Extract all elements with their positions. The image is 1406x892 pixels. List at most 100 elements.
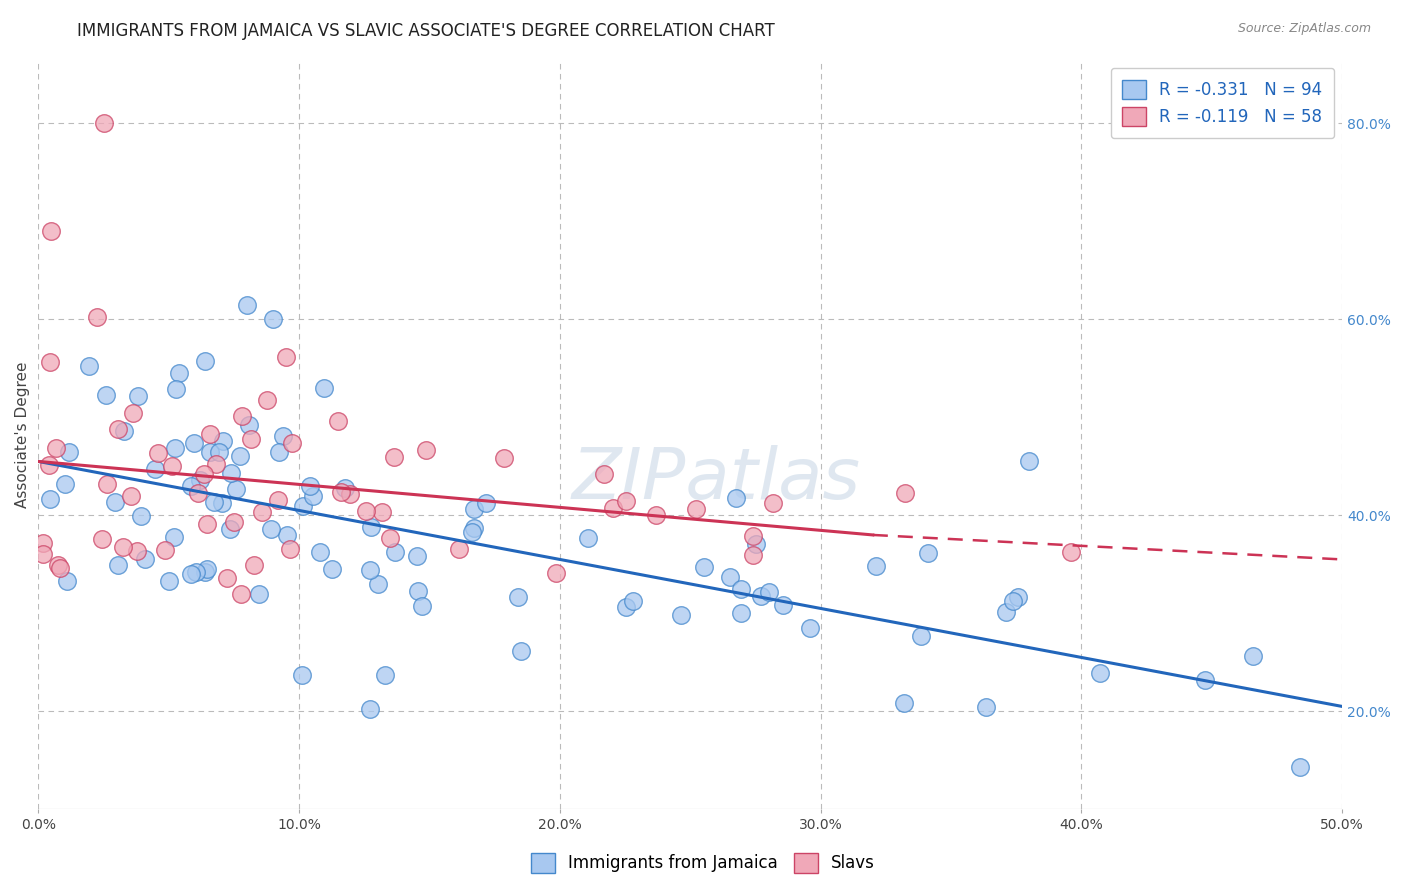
Point <box>77 359 100 373</box>
Point <box>53 477 76 491</box>
Point <box>32 548 55 562</box>
Point <box>231 409 253 423</box>
Point <box>46 558 69 572</box>
Point <box>865 558 887 573</box>
Point <box>39 491 62 506</box>
Point <box>447 542 470 557</box>
Point <box>384 545 406 559</box>
Point <box>463 521 485 535</box>
Point <box>238 417 260 432</box>
Point <box>621 594 644 608</box>
Point <box>359 563 381 577</box>
Point <box>576 532 599 546</box>
Point <box>382 450 405 464</box>
Point <box>32 536 55 550</box>
Point <box>193 467 215 481</box>
Point <box>893 696 915 710</box>
Point <box>298 479 321 493</box>
Point <box>129 508 152 523</box>
Point <box>281 436 304 450</box>
Point <box>208 445 231 459</box>
Point <box>165 382 187 396</box>
Point <box>273 429 295 443</box>
Point <box>157 574 180 589</box>
Point <box>1194 673 1216 687</box>
Point <box>120 490 142 504</box>
Point <box>200 445 222 459</box>
Point <box>194 354 217 368</box>
Point <box>312 381 335 395</box>
Point <box>544 566 567 580</box>
Point <box>239 433 262 447</box>
Point <box>494 450 516 465</box>
Point <box>339 487 361 501</box>
Point <box>231 587 253 601</box>
Point <box>162 531 184 545</box>
Point <box>194 565 217 579</box>
Point <box>45 442 67 456</box>
Point <box>1060 545 1083 559</box>
Point <box>195 516 218 531</box>
Point <box>509 644 531 658</box>
Point <box>49 561 72 575</box>
Point <box>180 566 202 581</box>
Point <box>593 467 616 482</box>
Point <box>134 552 156 566</box>
Point <box>602 501 624 516</box>
Point <box>256 392 278 407</box>
Point <box>274 351 297 365</box>
Point <box>165 442 187 456</box>
Point <box>724 491 747 506</box>
Point <box>1289 760 1312 774</box>
Point <box>360 520 382 534</box>
Point <box>39 354 62 368</box>
Text: IMMIGRANTS FROM JAMAICA VS SLAVIC ASSOCIATE'S DEGREE CORRELATION CHART: IMMIGRANTS FROM JAMAICA VS SLAVIC ASSOCI… <box>77 22 775 40</box>
Point <box>461 524 484 539</box>
Point <box>58 445 80 459</box>
Point <box>96 388 118 402</box>
Point <box>183 436 205 450</box>
Point <box>475 496 498 510</box>
Point <box>749 589 772 603</box>
Point <box>730 582 752 596</box>
Point <box>219 467 242 481</box>
Point <box>374 668 396 682</box>
Point <box>260 522 283 536</box>
Point <box>217 571 239 585</box>
Point <box>1007 591 1029 605</box>
Point <box>994 606 1017 620</box>
Legend: R = -0.331   N = 94, R = -0.119   N = 58: R = -0.331 N = 94, R = -0.119 N = 58 <box>1111 68 1334 138</box>
Point <box>1241 649 1264 664</box>
Point <box>614 599 637 614</box>
Point <box>745 537 768 551</box>
Point <box>772 599 794 613</box>
Point <box>96 477 118 491</box>
Point <box>188 474 211 488</box>
Point <box>910 629 932 643</box>
Point <box>685 501 707 516</box>
Point <box>112 540 135 554</box>
Point <box>718 569 741 583</box>
Point <box>262 312 284 326</box>
Point <box>645 508 668 523</box>
Point <box>742 529 765 543</box>
Point <box>146 446 169 460</box>
Point <box>93 116 115 130</box>
Point <box>122 406 145 420</box>
Point <box>692 560 714 574</box>
Y-axis label: Associate's Degree: Associate's Degree <box>15 361 30 508</box>
Point <box>143 462 166 476</box>
Point <box>222 515 245 529</box>
Point <box>91 532 114 546</box>
Point <box>187 485 209 500</box>
Point <box>269 445 291 459</box>
Point <box>741 548 763 562</box>
Point <box>415 442 437 457</box>
Point <box>302 489 325 503</box>
Point <box>380 531 402 545</box>
Point <box>411 599 433 613</box>
Point <box>463 502 485 516</box>
Point <box>242 558 264 572</box>
Point <box>211 434 233 448</box>
Point <box>614 494 637 508</box>
